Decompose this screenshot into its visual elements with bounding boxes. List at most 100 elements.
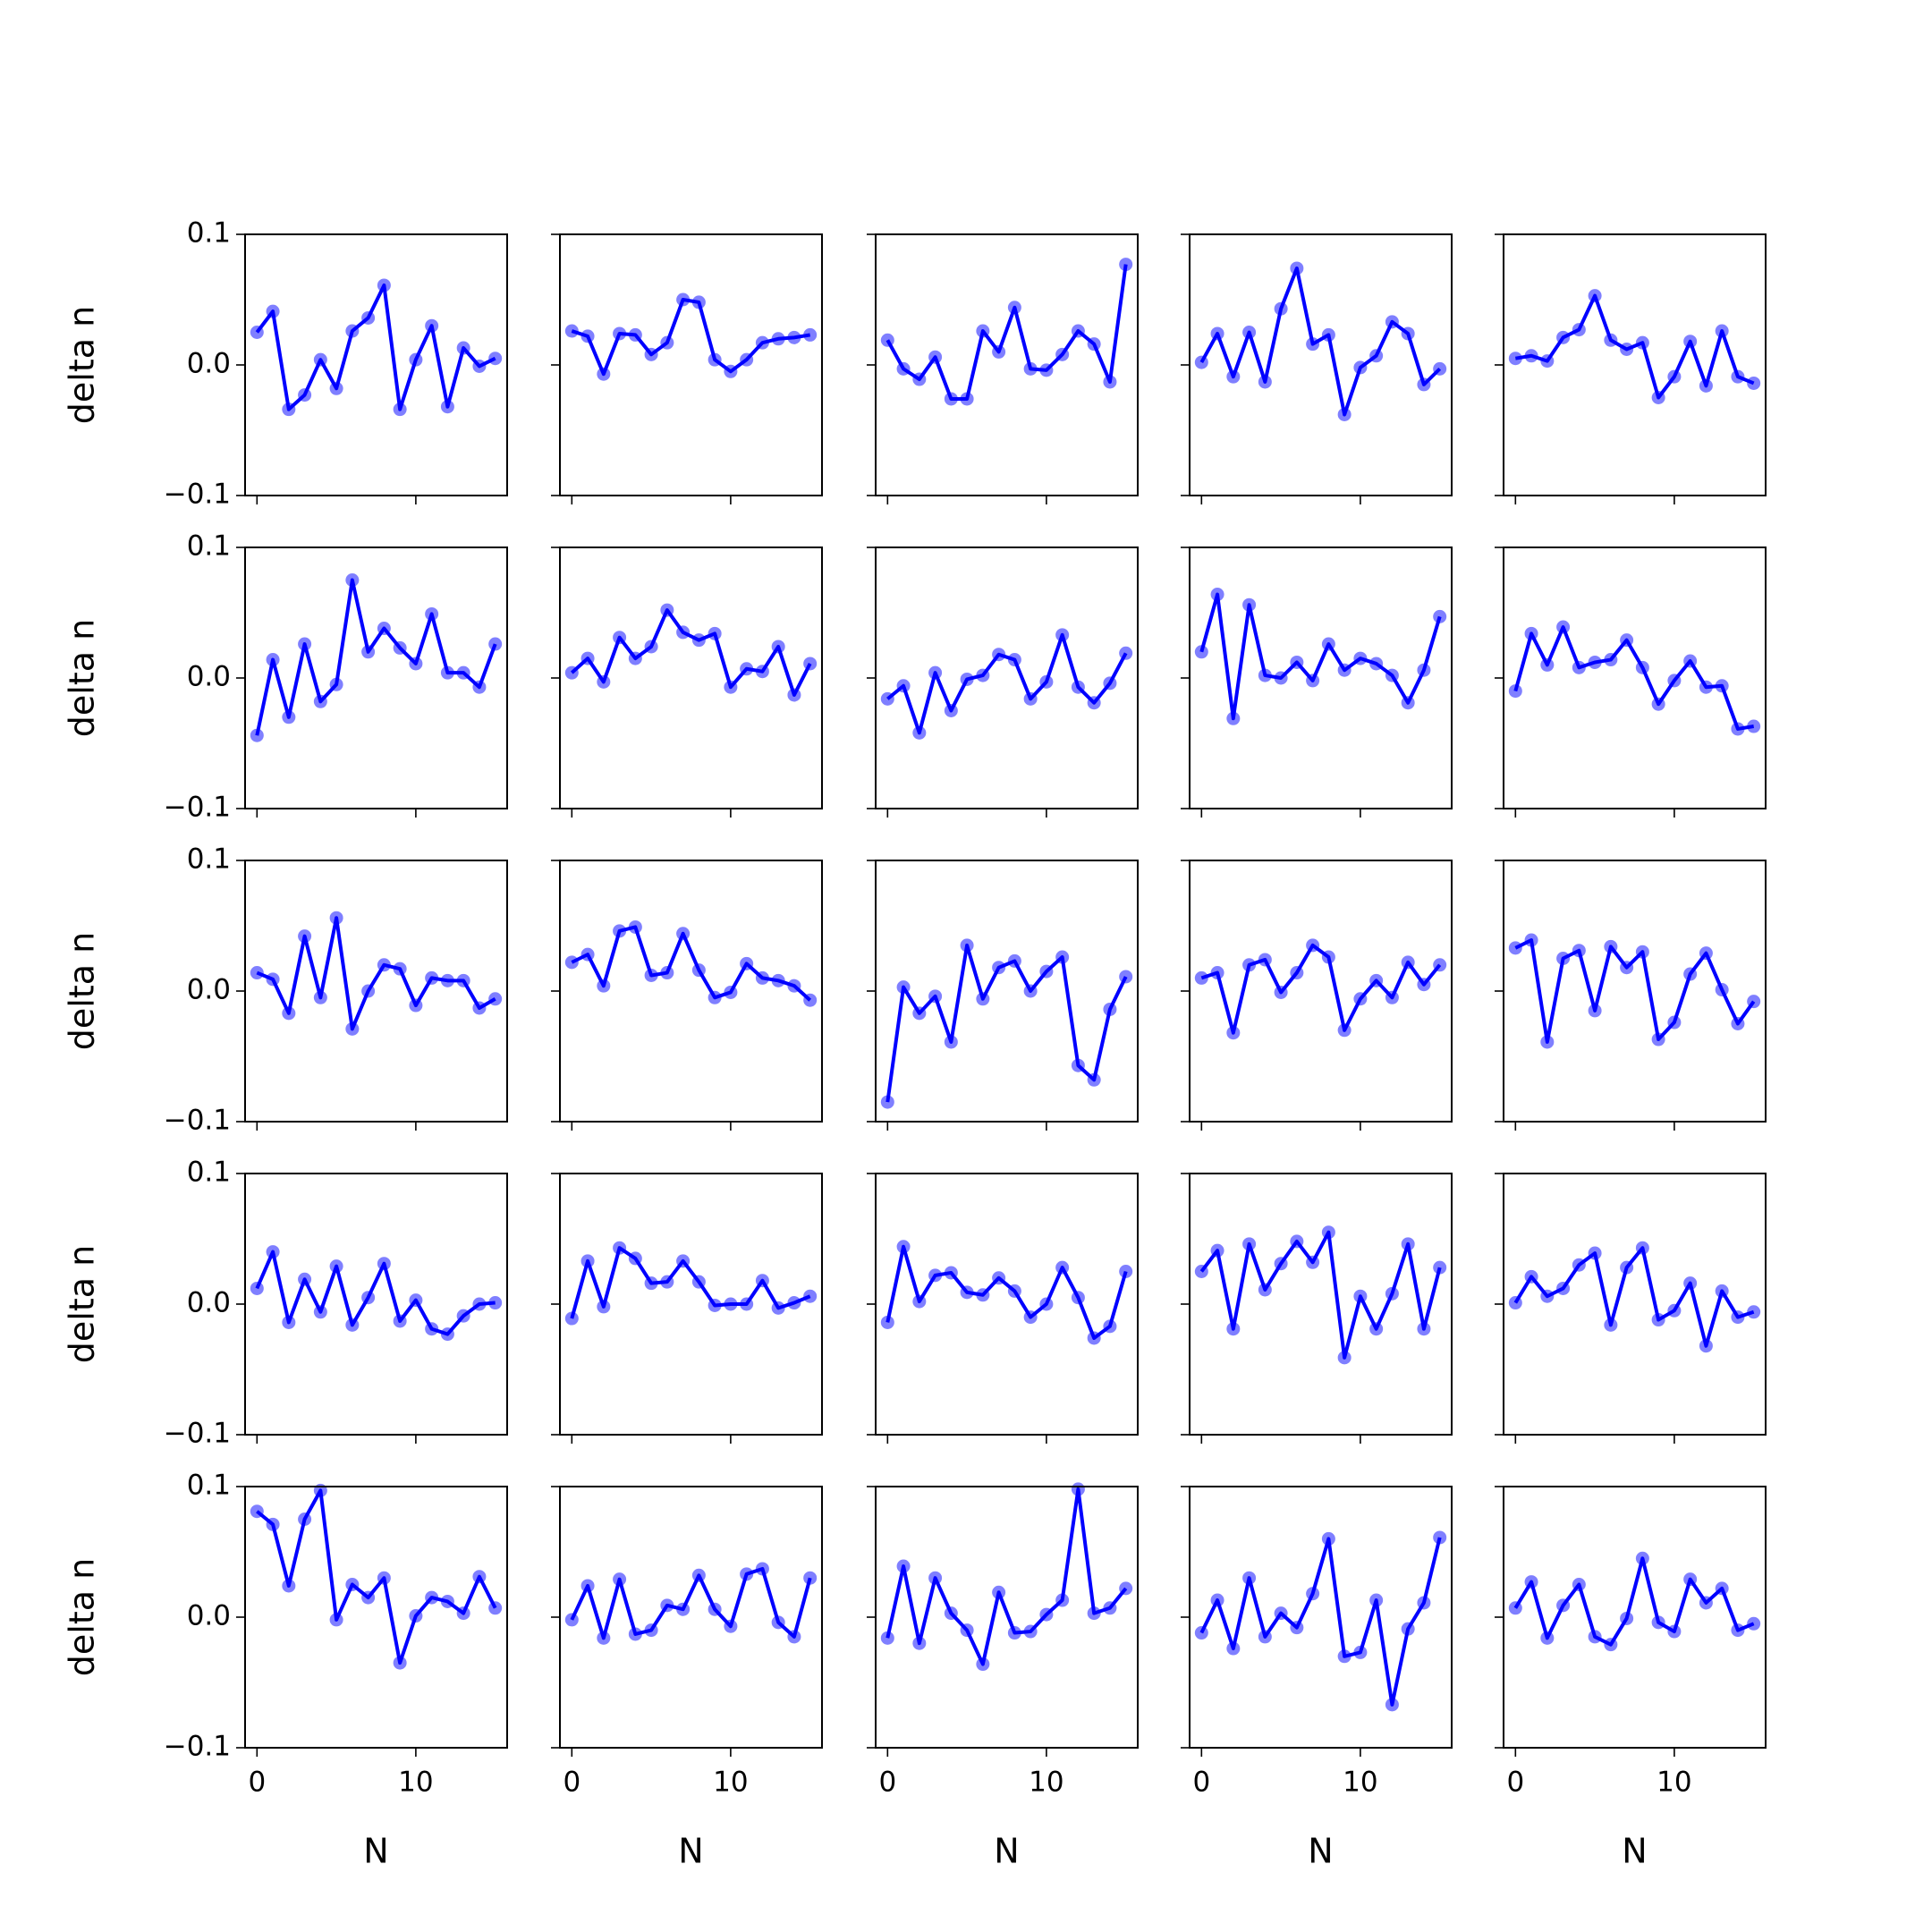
data-point — [1508, 1601, 1522, 1615]
data-point — [440, 665, 454, 680]
data-point — [1572, 660, 1586, 674]
data-point — [928, 350, 943, 364]
data-point — [992, 1271, 1006, 1285]
data-point — [1369, 657, 1384, 671]
data-point — [1556, 1281, 1571, 1295]
data-point — [803, 657, 818, 671]
data-point — [1508, 352, 1522, 366]
axes-frame — [244, 1173, 508, 1436]
data-point — [1651, 1313, 1665, 1327]
data-point — [1620, 1260, 1634, 1275]
data-point — [992, 344, 1006, 359]
data-point — [361, 1590, 376, 1605]
data-point — [1290, 1621, 1304, 1635]
data-point — [1103, 375, 1117, 389]
data-point — [896, 1559, 911, 1573]
data-point — [1747, 376, 1761, 390]
data-point — [1055, 950, 1070, 964]
y-tick-label: 0.0 — [187, 661, 231, 693]
data-point — [1572, 1258, 1586, 1272]
data-point — [1055, 1593, 1070, 1607]
axes-frame — [875, 1173, 1139, 1436]
y-tick-label: −0.1 — [164, 1418, 231, 1450]
data-point — [1667, 674, 1682, 688]
data-point — [1039, 1297, 1054, 1311]
data-point — [1258, 953, 1272, 967]
axes-frame — [1189, 1173, 1453, 1436]
data-point — [1747, 995, 1761, 1009]
data-point — [1588, 655, 1602, 669]
data-point — [787, 1630, 801, 1644]
axes-frame — [1503, 233, 1767, 496]
data-point — [1369, 1322, 1384, 1336]
data-point — [1353, 1645, 1368, 1659]
data-point — [803, 1571, 818, 1585]
axes-frame — [244, 1486, 508, 1749]
data-point — [691, 633, 706, 648]
axes-frame — [875, 1486, 1139, 1749]
data-point — [1731, 1017, 1745, 1030]
axes-frame — [1189, 547, 1453, 809]
data-point — [580, 1579, 595, 1593]
data-point — [1023, 1310, 1038, 1325]
data-point — [1540, 1631, 1555, 1645]
data-point — [1071, 1058, 1085, 1072]
data-point — [345, 324, 360, 338]
data-point — [440, 1594, 454, 1608]
data-point — [976, 1657, 990, 1672]
data-point — [676, 625, 691, 640]
data-point — [960, 672, 974, 686]
axes-frame — [244, 860, 508, 1123]
data-point — [1103, 1319, 1117, 1334]
data-point — [345, 1318, 360, 1332]
data-point — [1023, 1624, 1038, 1639]
data-point — [1337, 407, 1352, 421]
data-point — [960, 938, 974, 953]
data-point — [644, 1276, 658, 1291]
data-point — [613, 1241, 627, 1255]
data-point — [1588, 289, 1602, 303]
data-point — [1401, 1237, 1415, 1251]
data-point — [1524, 933, 1538, 947]
data-point — [1604, 939, 1618, 953]
data-point — [1524, 626, 1538, 640]
data-point — [1119, 646, 1133, 660]
y-axis-label: delta n — [63, 619, 102, 737]
data-point — [1103, 1601, 1117, 1615]
data-point — [1306, 674, 1320, 688]
data-point — [1699, 680, 1713, 694]
data-point — [1433, 1530, 1447, 1545]
data-point — [613, 631, 627, 645]
data-point — [880, 1631, 894, 1645]
data-point — [1731, 369, 1745, 384]
data-point — [1667, 1015, 1682, 1030]
data-point — [1540, 1289, 1555, 1303]
data-point — [1588, 1246, 1602, 1260]
data-point — [740, 1567, 754, 1581]
data-point — [1524, 1575, 1538, 1589]
data-point — [944, 392, 958, 406]
data-point — [345, 1578, 360, 1591]
data-line — [886, 1244, 1128, 1340]
data-point — [1731, 1623, 1745, 1638]
data-point — [1385, 1286, 1399, 1301]
data-point — [313, 352, 327, 367]
data-point — [1242, 958, 1257, 972]
data-line — [886, 943, 1128, 1103]
data-point — [1321, 637, 1335, 651]
data-point — [1635, 660, 1649, 674]
data-point — [1635, 1241, 1649, 1255]
data-point — [1588, 1630, 1602, 1644]
data-point — [1715, 983, 1729, 997]
x-axis-label: N — [678, 1832, 703, 1871]
data-point — [1210, 588, 1224, 602]
data-point — [472, 359, 487, 373]
data-point — [628, 651, 642, 665]
data-point — [393, 1656, 407, 1670]
data-point — [1508, 684, 1522, 699]
x-tick-label: 10 — [1029, 1767, 1063, 1799]
data-point — [250, 966, 264, 980]
data-point — [1007, 1626, 1021, 1640]
data-point — [880, 1095, 894, 1109]
data-point — [992, 961, 1006, 975]
